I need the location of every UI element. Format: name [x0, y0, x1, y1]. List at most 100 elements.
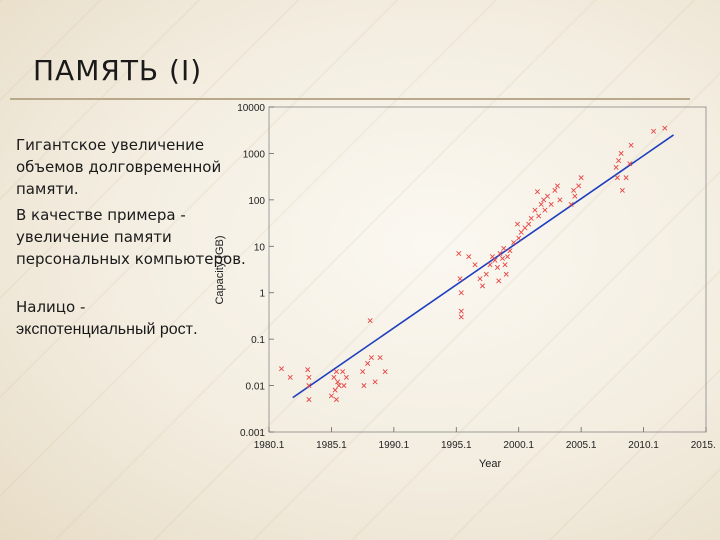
- title-area: ПАМЯТЬ (I): [0, 40, 720, 110]
- data-point: [458, 290, 464, 296]
- y-tick-label: 10: [254, 242, 266, 253]
- data-point: [340, 369, 346, 375]
- data-point: [501, 245, 507, 251]
- x-tick-label: 1980.1: [254, 440, 285, 451]
- data-point: [335, 379, 341, 385]
- data-point: [494, 264, 501, 270]
- data-point: [306, 383, 312, 389]
- x-tick-label: 2015.1: [691, 440, 715, 451]
- data-point: [368, 355, 374, 361]
- data-point: [336, 383, 342, 389]
- data-point: [516, 235, 522, 241]
- paragraph-conclusion: Налицо - экспотенциальный рост.: [16, 296, 246, 341]
- x-axis: 1980.1 1985.1 1990.1 1995.1 2000.1 2005.1 2010…: [254, 427, 715, 451]
- title-underline: [10, 98, 690, 100]
- paragraph-memory-growth: Гигантское увеличение объемов долговреме…: [16, 136, 222, 198]
- data-point: [472, 262, 478, 268]
- data-point: [492, 257, 498, 263]
- y-tick-label: 100: [248, 196, 265, 207]
- data-point: [568, 201, 574, 207]
- data-point: [552, 187, 558, 193]
- data-point: [507, 248, 513, 254]
- data-point: [497, 250, 503, 256]
- data-point: [518, 229, 524, 235]
- x-tick-label: 1985.1: [316, 440, 347, 451]
- data-point: [365, 360, 371, 366]
- data-point: [456, 250, 462, 256]
- data-point: [576, 183, 582, 189]
- conclusion-period: .: [192, 320, 198, 338]
- data-point: [627, 161, 633, 167]
- slide-body: Гигантское увеличение объемов долговреме…: [16, 134, 246, 345]
- data-point: [328, 393, 334, 399]
- data-point: [487, 262, 493, 268]
- data-point: [479, 283, 486, 289]
- data-points: [278, 125, 668, 403]
- data-point: [341, 383, 347, 389]
- data-point: [499, 255, 506, 261]
- data-point: [619, 187, 625, 193]
- data-point: [332, 387, 338, 393]
- y-tick-label: 0.001: [240, 428, 265, 439]
- data-point: [514, 221, 520, 227]
- data-point: [557, 197, 563, 203]
- data-point: [305, 367, 311, 373]
- data-point: [466, 254, 472, 260]
- data-point: [511, 240, 517, 246]
- conclusion-exponential-growth: экспотенциальный рост: [16, 321, 193, 338]
- data-point: [382, 369, 388, 375]
- x-tick-label: 1995.1: [441, 440, 472, 451]
- data-point: [457, 276, 463, 282]
- data-point: [628, 142, 634, 148]
- data-point: [503, 271, 509, 277]
- data-point: [502, 262, 508, 268]
- data-point: [616, 158, 622, 164]
- y-tick-label: 1000: [243, 149, 266, 160]
- data-point: [651, 128, 657, 134]
- data-point: [522, 225, 528, 231]
- data-point: [526, 221, 532, 227]
- y-axis: 0.001 0.01 0.1 1 10 100 1000 10000: [237, 103, 274, 439]
- data-point: [571, 187, 577, 193]
- capacity-chart: 0.001 0.01 0.1 1 10 100 1000 10000 1980.1 1985.1…: [214, 103, 715, 470]
- y-axis-label: Capacity (GB): [214, 235, 226, 304]
- data-point: [614, 175, 620, 181]
- plot-frame: [268, 106, 707, 433]
- y-tick-label: 10000: [237, 103, 265, 114]
- x-axis-label: Year: [479, 458, 502, 470]
- data-point: [372, 379, 378, 385]
- data-point: [377, 355, 383, 361]
- data-point: [544, 193, 550, 199]
- x-tick-label: 2005.1: [566, 440, 597, 451]
- data-point: [496, 278, 502, 284]
- y-tick-label: 0.1: [251, 335, 265, 346]
- x-tick-label: 1990.1: [379, 440, 410, 451]
- data-point: [278, 366, 285, 372]
- data-point: [541, 197, 547, 203]
- data-point: [623, 175, 629, 181]
- data-point: [333, 369, 339, 375]
- x-tick-label: 2010.1: [628, 440, 659, 451]
- data-point: [489, 254, 496, 260]
- data-point: [532, 207, 538, 213]
- data-point: [572, 193, 578, 199]
- data-point: [287, 374, 293, 380]
- data-point: [534, 189, 540, 195]
- data-point: [458, 314, 464, 320]
- data-point: [554, 183, 560, 189]
- data-point: [538, 201, 544, 207]
- data-point: [361, 383, 367, 389]
- data-point: [504, 254, 510, 260]
- x-tick-label: 2000.1: [503, 440, 534, 451]
- data-point: [662, 125, 668, 131]
- data-point: [536, 213, 542, 219]
- data-point: [483, 271, 489, 277]
- data-point: [306, 374, 312, 380]
- data-point: [333, 397, 339, 403]
- data-point: [548, 201, 554, 207]
- paragraph-example: В качестве примера - увеличение памяти п…: [16, 206, 246, 268]
- y-tick-label: 0.01: [246, 382, 266, 393]
- data-point: [458, 308, 464, 314]
- trend-line: [292, 134, 674, 399]
- data-point: [477, 276, 483, 282]
